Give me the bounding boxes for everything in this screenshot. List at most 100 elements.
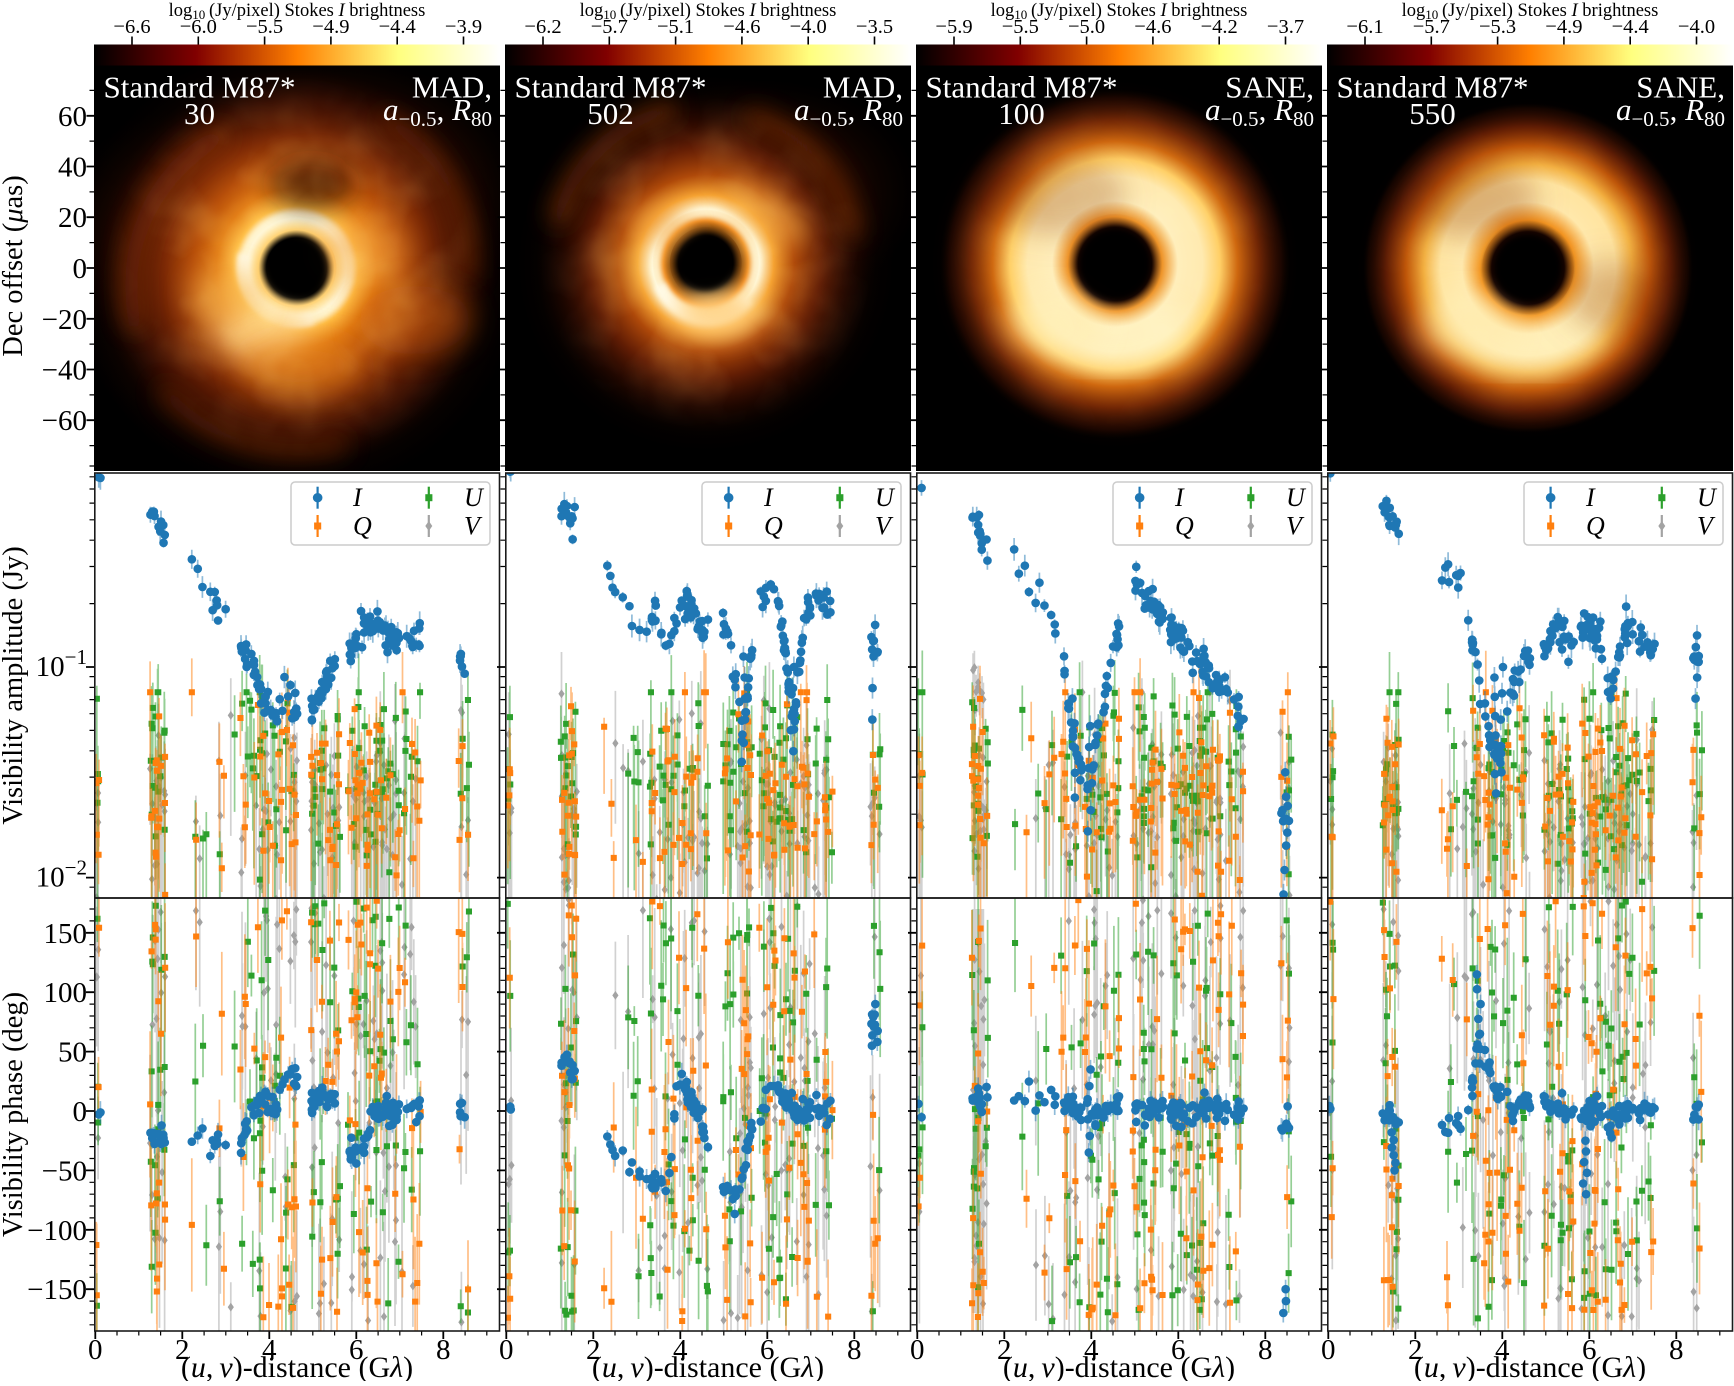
svg-text:2: 2	[997, 1334, 1012, 1366]
svg-text:V: V	[464, 512, 483, 541]
svg-text:Q: Q	[764, 512, 783, 541]
svg-text:U: U	[1286, 483, 1307, 512]
svg-text:log10 (Jy/pixel) Stokes I brig: log10 (Jy/pixel) Stokes I brightness	[169, 1, 426, 22]
svg-text:−40: −40	[42, 355, 87, 387]
svg-text:−150: −150	[27, 1274, 87, 1306]
svg-text:V: V	[1697, 512, 1716, 541]
svg-text:0: 0	[499, 1334, 514, 1366]
svg-text:8: 8	[436, 1334, 451, 1366]
svg-text:30: 30	[184, 96, 215, 131]
svg-text:U: U	[464, 483, 485, 512]
svg-text:Standard M87*: Standard M87*	[1337, 70, 1529, 105]
svg-text:I: I	[1585, 483, 1596, 512]
svg-text:−6.0: −6.0	[180, 16, 217, 38]
svg-text:Dec offset (μas): Dec offset (μas)	[0, 175, 29, 357]
svg-text:2: 2	[1408, 1334, 1423, 1366]
svg-text:−6.2: −6.2	[524, 16, 561, 38]
svg-text:−5.5: −5.5	[1002, 16, 1039, 38]
svg-text:8: 8	[1258, 1334, 1273, 1366]
svg-text:150: 150	[44, 918, 88, 950]
svg-text:Standard M87*: Standard M87*	[104, 70, 296, 105]
svg-text:SANE,: SANE,	[1225, 70, 1314, 105]
svg-text:−4.9: −4.9	[1545, 16, 1582, 38]
svg-text:−5.7: −5.7	[1413, 16, 1450, 38]
svg-text:8: 8	[847, 1334, 862, 1366]
svg-text:40: 40	[58, 152, 87, 184]
svg-text:−5.0: −5.0	[1068, 16, 1105, 38]
svg-text:MAD,: MAD,	[823, 70, 903, 105]
svg-text:a−0.5, R80: a−0.5, R80	[1616, 92, 1725, 131]
svg-text:−4.6: −4.6	[723, 16, 760, 38]
svg-text:−4.0: −4.0	[790, 16, 827, 38]
svg-text:(u, v)-distance (Gλ): (u, v)-distance (Gλ)	[592, 1351, 824, 1381]
svg-text:I: I	[763, 483, 774, 512]
svg-text:20: 20	[58, 202, 87, 234]
svg-text:−6.1: −6.1	[1346, 16, 1383, 38]
svg-text:Standard M87*: Standard M87*	[515, 70, 707, 105]
svg-text:502: 502	[587, 96, 634, 131]
svg-text:6: 6	[1582, 1334, 1597, 1366]
svg-text:a−0.5, R80: a−0.5, R80	[794, 92, 903, 131]
svg-text:(u, v)-distance (Gλ): (u, v)-distance (Gλ)	[1003, 1351, 1235, 1381]
svg-text:Visibility phase (deg): Visibility phase (deg)	[0, 992, 29, 1237]
svg-text:2: 2	[586, 1334, 601, 1366]
svg-text:a−0.5, R80: a−0.5, R80	[383, 92, 492, 131]
svg-text:8: 8	[1669, 1334, 1684, 1366]
svg-text:−6.6: −6.6	[113, 16, 150, 38]
svg-text:6: 6	[349, 1334, 364, 1366]
svg-text:100: 100	[998, 96, 1045, 131]
svg-text:Q: Q	[1586, 512, 1605, 541]
svg-text:0: 0	[88, 1334, 103, 1366]
svg-text:0: 0	[73, 1096, 88, 1128]
svg-text:−4.0: −4.0	[1678, 16, 1715, 38]
svg-text:MAD,: MAD,	[412, 70, 492, 105]
svg-text:SANE,: SANE,	[1636, 70, 1725, 105]
svg-text:U: U	[875, 483, 896, 512]
svg-text:6: 6	[760, 1334, 775, 1366]
svg-text:0: 0	[73, 253, 88, 285]
svg-text:100: 100	[44, 977, 88, 1009]
svg-text:a−0.5, R80: a−0.5, R80	[1205, 92, 1314, 131]
svg-text:50: 50	[58, 1037, 87, 1069]
svg-text:−60: −60	[42, 405, 87, 437]
svg-text:4: 4	[262, 1334, 277, 1366]
svg-text:−4.4: −4.4	[1612, 16, 1649, 38]
svg-text:(u, v)-distance (Gλ): (u, v)-distance (Gλ)	[181, 1351, 413, 1381]
svg-text:4: 4	[673, 1334, 688, 1366]
svg-text:0: 0	[910, 1334, 925, 1366]
svg-text:−3.7: −3.7	[1267, 16, 1304, 38]
svg-text:U: U	[1697, 483, 1718, 512]
svg-text:Q: Q	[1175, 512, 1194, 541]
svg-text:−5.3: −5.3	[1479, 16, 1516, 38]
svg-text:−50: −50	[42, 1155, 87, 1187]
svg-text:4: 4	[1495, 1334, 1510, 1366]
svg-text:V: V	[875, 512, 894, 541]
svg-text:Standard M87*: Standard M87*	[926, 70, 1118, 105]
svg-text:550: 550	[1409, 96, 1456, 131]
svg-text:−3.5: −3.5	[856, 16, 893, 38]
svg-text:V: V	[1286, 512, 1305, 541]
svg-text:I: I	[1174, 483, 1185, 512]
svg-text:log10 (Jy/pixel) Stokes I brig: log10 (Jy/pixel) Stokes I brightness	[580, 1, 837, 22]
svg-text:log10 (Jy/pixel) Stokes I brig: log10 (Jy/pixel) Stokes I brightness	[1402, 1, 1659, 22]
svg-text:−3.9: −3.9	[445, 16, 482, 38]
svg-text:I: I	[352, 483, 363, 512]
svg-text:(u, v)-distance (Gλ): (u, v)-distance (Gλ)	[1414, 1351, 1646, 1381]
svg-text:−4.2: −4.2	[1201, 16, 1238, 38]
svg-text:−4.9: −4.9	[312, 16, 349, 38]
svg-text:−100: −100	[27, 1215, 87, 1247]
svg-text:60: 60	[58, 101, 87, 133]
svg-text:−4.6: −4.6	[1134, 16, 1171, 38]
svg-text:4: 4	[1084, 1334, 1099, 1366]
svg-text:−5.7: −5.7	[591, 16, 628, 38]
svg-text:−5.5: −5.5	[246, 16, 283, 38]
svg-text:Visibility amplitude (Jy): Visibility amplitude (Jy)	[0, 546, 29, 825]
svg-text:0: 0	[1321, 1334, 1336, 1366]
svg-text:−5.9: −5.9	[935, 16, 972, 38]
svg-text:6: 6	[1171, 1334, 1186, 1366]
svg-text:−20: −20	[42, 304, 87, 336]
svg-text:log10 (Jy/pixel) Stokes I brig: log10 (Jy/pixel) Stokes I brightness	[991, 1, 1248, 22]
svg-text:Q: Q	[353, 512, 372, 541]
svg-text:−5.1: −5.1	[657, 16, 694, 38]
svg-text:−4.4: −4.4	[379, 16, 416, 38]
